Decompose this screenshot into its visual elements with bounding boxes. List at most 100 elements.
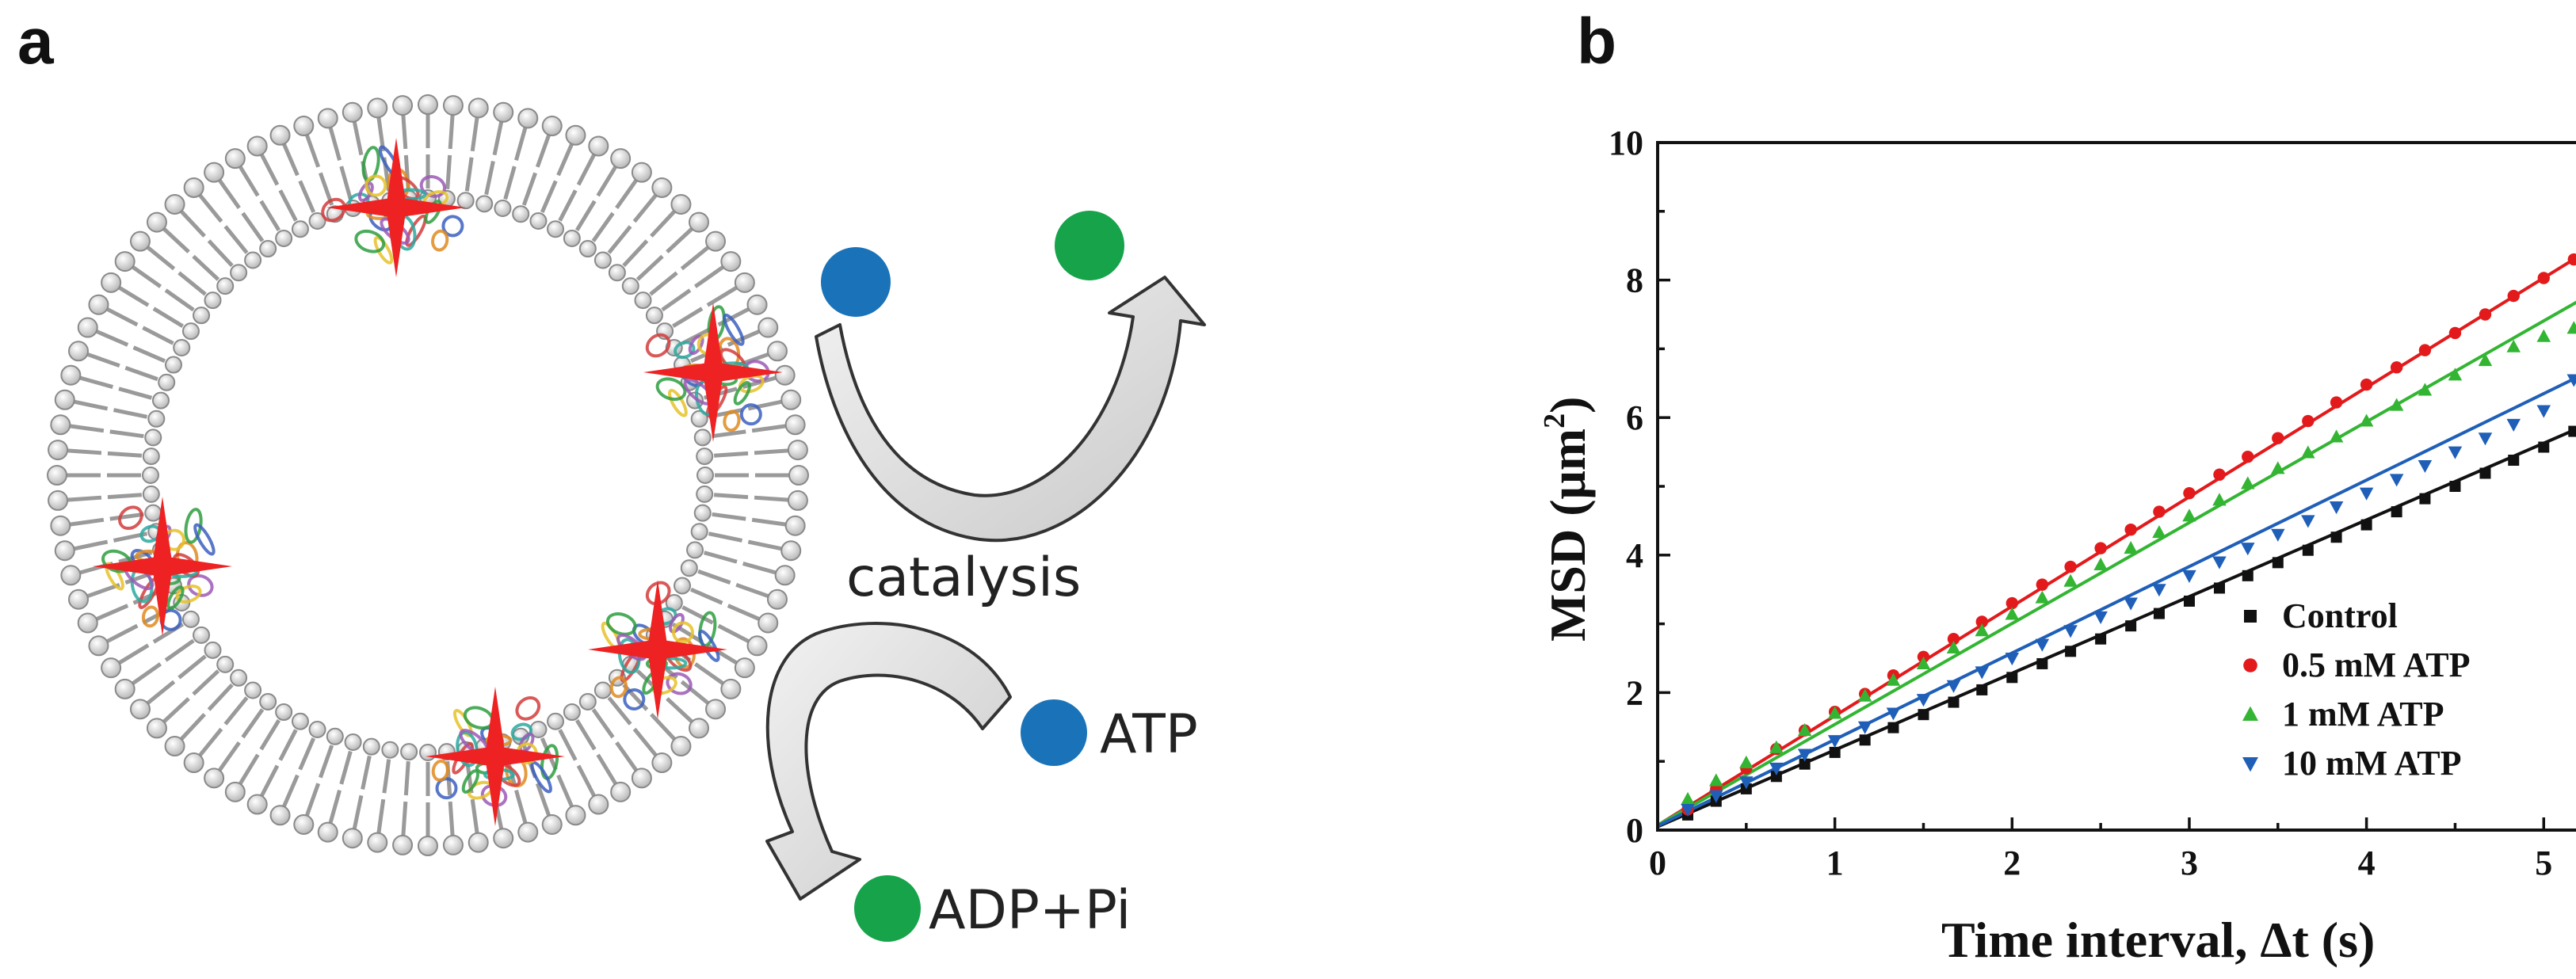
lipid-tail xyxy=(448,114,455,150)
lipid-tail xyxy=(558,189,578,222)
lipid-head xyxy=(244,251,262,269)
lipid-head xyxy=(493,101,514,123)
lipid-tail xyxy=(514,127,528,161)
protein-strand xyxy=(733,381,751,406)
legend-label: 10 mM ATP xyxy=(2282,744,2462,783)
lipid-head xyxy=(47,465,67,486)
data-point xyxy=(1681,791,1695,805)
red-star-icon xyxy=(426,687,565,826)
data-point xyxy=(2182,509,2196,522)
protein-strand xyxy=(364,174,387,197)
data-point xyxy=(2391,506,2402,518)
lipid-head xyxy=(400,743,418,761)
y-tick-label: 0 xyxy=(1626,811,1643,850)
lipid-head xyxy=(114,678,135,699)
lipid-tail xyxy=(632,727,658,757)
protein-strand xyxy=(193,523,216,556)
lipid-head xyxy=(173,338,191,356)
data-point xyxy=(2301,445,2315,459)
protein-strand xyxy=(668,388,688,417)
lipid-tail xyxy=(179,210,206,238)
fit-line xyxy=(1657,375,2576,828)
lipid-tail xyxy=(540,737,558,771)
protein-strand xyxy=(175,585,202,604)
data-point xyxy=(2124,597,2138,611)
data-point xyxy=(2005,607,2020,620)
lipid-head xyxy=(563,703,581,722)
lipid-head xyxy=(593,251,612,269)
adp-molecule-icon xyxy=(854,875,921,942)
lipid-tail xyxy=(132,345,166,364)
lipid-tail xyxy=(238,753,260,785)
legend-item: 1 mM ATP xyxy=(2242,695,2444,733)
data-point xyxy=(1769,762,1784,775)
protein-strand xyxy=(645,333,671,358)
lipid-tail xyxy=(649,271,678,296)
lipid-head xyxy=(578,692,597,710)
legend-label: 0.5 mM ATP xyxy=(2282,646,2471,684)
lipid-head xyxy=(164,193,185,215)
lipid-tail xyxy=(217,179,241,210)
lipid-head xyxy=(164,736,185,757)
lipid-tail xyxy=(576,764,597,798)
lipid-tail xyxy=(105,307,139,327)
lipid-head xyxy=(493,828,514,849)
y-tick-label: 8 xyxy=(1626,261,1643,300)
data-point xyxy=(1709,773,1723,787)
lipid-tail xyxy=(164,288,195,312)
lipid-head xyxy=(442,834,464,855)
lipid-head xyxy=(578,240,597,258)
data-point xyxy=(1857,721,1872,734)
lipid-tail xyxy=(401,801,408,836)
lipid-tail xyxy=(693,265,724,288)
legend-item: 0.5 mM ATP xyxy=(2243,646,2471,684)
lipid-head xyxy=(686,541,704,559)
atp-molecule-icon xyxy=(1021,699,1087,766)
data-point xyxy=(2301,515,2315,528)
lipid-head xyxy=(670,736,692,757)
data-point xyxy=(1797,749,1812,762)
lipid-head xyxy=(308,211,326,230)
data-point xyxy=(2566,321,2576,334)
lipid-tail xyxy=(607,696,632,726)
red-star-icon xyxy=(326,138,466,277)
lipid-tail xyxy=(86,352,120,368)
data-point xyxy=(2329,501,2344,515)
lipid-tail xyxy=(666,227,693,253)
data-point xyxy=(2479,467,2491,479)
data-point xyxy=(2536,405,2551,418)
lipid-head xyxy=(746,294,768,315)
lipid-head xyxy=(275,229,293,247)
lipid-tail xyxy=(403,760,410,796)
data-point xyxy=(2094,542,2107,554)
data-point xyxy=(1770,771,1782,783)
data-point xyxy=(1739,755,1754,768)
lipid-head xyxy=(114,251,135,272)
data-point xyxy=(1887,722,1899,733)
lipid-tail xyxy=(445,154,452,190)
lipid-tail xyxy=(132,265,162,288)
lipid-tail xyxy=(192,669,220,696)
lipid-head xyxy=(696,467,714,484)
lipid-tail xyxy=(708,531,743,543)
data-point xyxy=(2183,486,2196,500)
data-point xyxy=(2152,584,2166,597)
data-point xyxy=(2182,569,2196,583)
legend-label: 1 mM ATP xyxy=(2282,695,2444,733)
lipid-head xyxy=(588,135,609,157)
data-point xyxy=(2419,493,2431,505)
lipid-tail xyxy=(574,200,597,231)
data-point xyxy=(1916,694,1931,707)
lipid-head xyxy=(766,341,788,362)
lipid-head xyxy=(588,794,609,815)
lipid-head xyxy=(342,828,363,849)
legend-item: Control xyxy=(2244,596,2398,635)
lipid-head xyxy=(418,94,438,115)
data-point xyxy=(1829,746,1841,758)
lipid-head xyxy=(60,565,82,586)
lipid-tail xyxy=(470,798,479,834)
lipid-tail xyxy=(717,623,750,644)
lipid-head xyxy=(144,429,162,447)
lipid-tail xyxy=(492,121,504,156)
lipid-head xyxy=(693,429,712,447)
